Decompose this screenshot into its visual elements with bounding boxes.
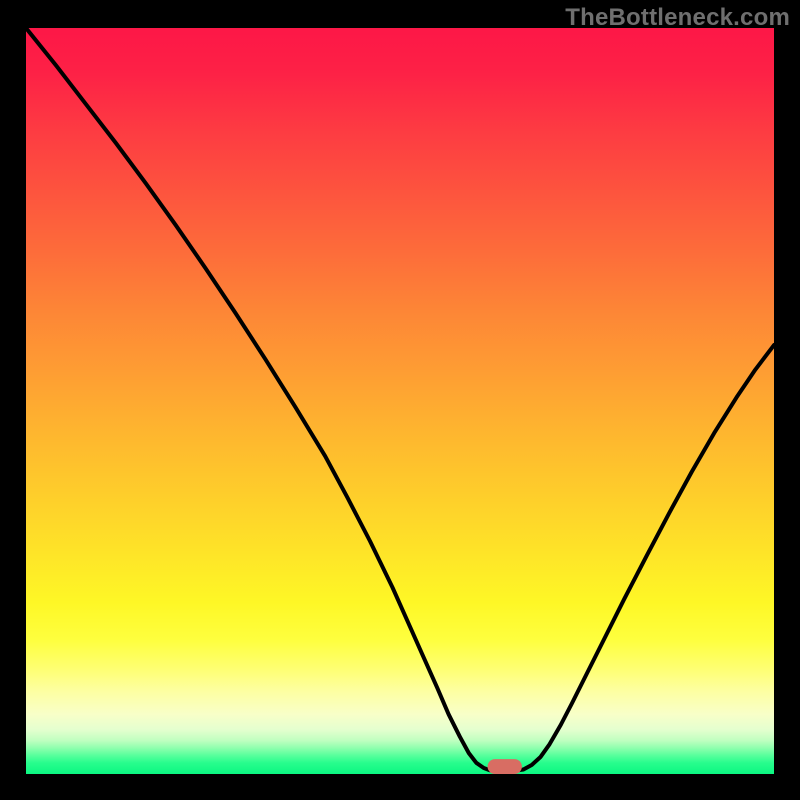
gradient-background <box>26 28 774 774</box>
plot-area <box>26 28 774 774</box>
plot-svg <box>26 28 774 774</box>
chart-frame: TheBottleneck.com <box>0 0 800 800</box>
optimal-marker <box>488 759 522 774</box>
